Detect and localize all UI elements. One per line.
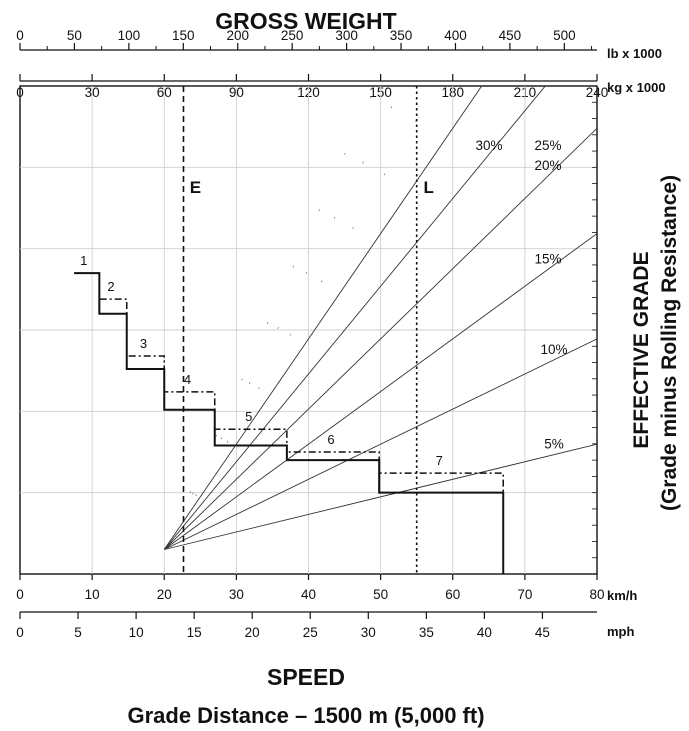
grade-line: [163, 86, 483, 550]
y-axis-sublabel: (Grade minus Rolling Resistance): [658, 175, 681, 511]
mph-tick-label: 45: [535, 625, 550, 640]
grade-label: 20%: [534, 158, 561, 173]
mph-axis-unit: mph: [607, 624, 635, 639]
weight-axis-lb: 0 50 100 150 200 250 300 350 400 450 500 lb x 1000: [16, 28, 662, 61]
gear-label: 4: [184, 372, 191, 387]
grade-line: [163, 127, 597, 550]
lb-tick-label: 100: [118, 28, 141, 43]
lb-tick-label: 50: [67, 28, 82, 43]
lb-tick-label: 500: [553, 28, 576, 43]
gear-label: 1: [80, 253, 87, 268]
mph-tick-label: 25: [303, 625, 318, 640]
footer-note: Grade Distance – 1500 m (5,000 ft): [127, 703, 484, 728]
gear-label: 7: [436, 453, 443, 468]
gear-curve-dashdot: [378, 472, 504, 493]
speed-axis-kmh: 0 10 20 30 40 50 60 70 80 km/h: [16, 574, 637, 603]
lb-tick-label: 350: [390, 28, 413, 43]
kg-axis-unit: kg x 1000: [607, 80, 666, 95]
x-axis-label: SPEED: [267, 664, 345, 690]
weight-markers: [182, 86, 418, 574]
gear-label: 3: [140, 336, 147, 351]
gear-curve-dashdot: [98, 298, 128, 314]
grade-lines: [163, 86, 597, 550]
weight-axis-kg: 0 30 60 90 120 150 180 210 240 kg x 1000: [16, 74, 666, 100]
grade-label: 5%: [544, 437, 564, 452]
gear-label: 5: [245, 409, 252, 424]
mph-tick-label: 40: [477, 625, 492, 640]
gear-curve-dashdot: [213, 428, 288, 446]
mph-tick-label: 35: [419, 625, 434, 640]
y-axis-label: EFFECTIVE GRADE: [630, 251, 653, 448]
lb-tick-label: 250: [281, 28, 304, 43]
right-axis-ticks: [592, 101, 597, 559]
mph-tick-label: 10: [129, 625, 144, 640]
lb-tick-label: 300: [335, 28, 358, 43]
grid: [20, 86, 597, 574]
grade-label: 10%: [540, 342, 567, 357]
kmh-tick-label: 10: [85, 587, 100, 602]
mph-tick-label: 20: [245, 625, 260, 640]
gear-labels: 1 2 3 4 5 6 7: [80, 253, 443, 468]
kmh-tick-label: 30: [229, 587, 244, 602]
lb-axis-unit: lb x 1000: [607, 46, 662, 61]
weight-marker-label: L: [423, 178, 433, 197]
mph-tick-label: 5: [74, 625, 82, 640]
gear-curve-dashdot: [286, 451, 380, 461]
grade-label: 15%: [534, 251, 561, 266]
grade-line: [164, 338, 597, 550]
chart-title: GROSS WEIGHT: [215, 8, 396, 34]
kmh-tick-label: 50: [373, 587, 388, 602]
lb-tick-label: 200: [226, 28, 249, 43]
grade-label: 25%: [534, 138, 561, 153]
grade-line: [164, 443, 597, 550]
lb-tick-label: 450: [499, 28, 522, 43]
kmh-tick-label: 80: [589, 587, 604, 602]
gear-curve-dashdot: [163, 391, 216, 410]
kmh-tick-label: 20: [157, 587, 172, 602]
mph-tick-label: 0: [16, 625, 24, 640]
kmh-tick-label: 40: [301, 587, 316, 602]
lb-tick-label: 0: [16, 28, 24, 43]
grade-line: [163, 233, 597, 550]
gear-label: 2: [107, 279, 114, 294]
grade-labels: 30% 25% 20% 15% 10% 5%: [475, 138, 567, 452]
kmh-axis-unit: km/h: [607, 588, 637, 603]
kmh-tick-label: 0: [16, 587, 24, 602]
lb-tick-label: 400: [444, 28, 467, 43]
lb-tick-label: 150: [172, 28, 195, 43]
gear-curve-solid: [74, 272, 505, 574]
kmh-tick-label: 60: [445, 587, 460, 602]
speed-axis-mph: 0 5 10 15 20 25 30 35 40 45 mph: [16, 611, 635, 640]
grade-line: [163, 86, 546, 550]
kmh-tick-label: 70: [517, 587, 532, 602]
mph-tick-label: 30: [361, 625, 376, 640]
gear-label: 6: [327, 432, 334, 447]
weight-marker-label: E: [190, 178, 201, 197]
grade-label: 30%: [475, 138, 502, 153]
mph-tick-label: 15: [187, 625, 202, 640]
gear-curves: [74, 272, 505, 574]
gear-curve-dashdot: [125, 355, 165, 370]
